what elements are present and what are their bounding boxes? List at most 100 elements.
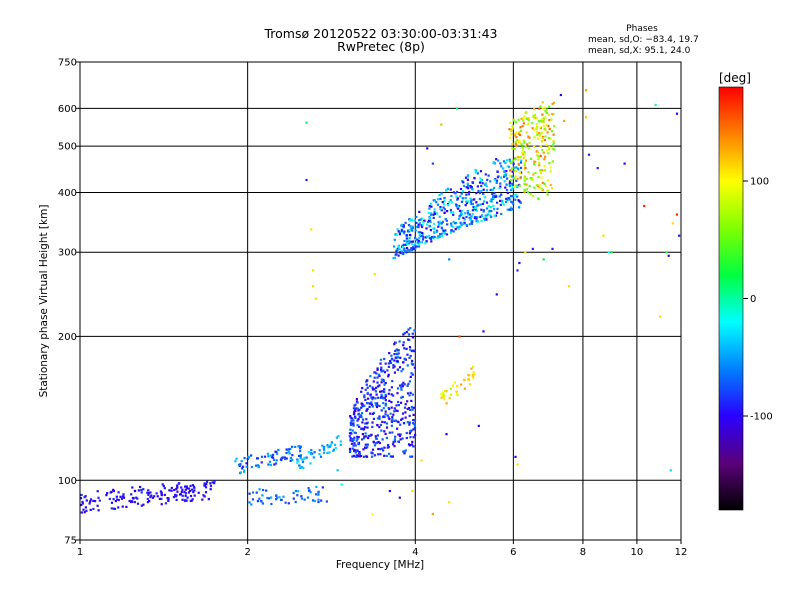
data-point [184,488,187,491]
data-point [521,146,524,149]
data-point [501,199,504,202]
data-point [544,110,547,113]
data-point [205,483,208,486]
data-point [430,212,433,215]
x-tick-label: 8 [580,547,586,558]
data-point [474,168,477,172]
y-tick-label: 750 [58,58,77,69]
data-point [408,380,411,383]
data-point [349,428,352,431]
data-point [472,377,475,380]
data-point [404,403,407,406]
data-point [467,187,470,190]
data-point [365,408,369,411]
data-point [425,235,429,238]
data-point [354,431,357,435]
data-point [523,163,526,167]
data-point [456,226,459,229]
data-point [503,180,506,183]
data-point [352,454,356,457]
data-point [392,413,395,416]
data-point [495,195,498,198]
data-point [332,448,336,451]
data-point [533,186,536,189]
data-point [291,445,294,448]
data-point [410,349,413,353]
data-point [469,185,472,188]
data-point [108,497,111,501]
data-point [83,496,86,499]
data-point [386,369,389,372]
data-point [356,407,359,410]
data-point [450,393,453,396]
y-tick-label: 500 [58,142,77,153]
data-point [489,188,492,191]
data-point [442,228,445,232]
data-point [551,102,554,106]
data-point [460,383,463,386]
data-point [437,225,440,228]
data-point [364,398,367,401]
data-point [167,499,170,502]
data-point [351,438,354,441]
data-point [456,393,459,397]
data-point [354,455,357,458]
data-point [353,411,356,414]
data-point [380,447,383,450]
data-point [420,225,424,228]
data-point [357,442,360,445]
data-point [409,408,412,411]
data-point [358,451,361,454]
data-point [399,384,402,387]
data-point [480,220,483,223]
data-point [457,217,461,220]
data-point [523,114,526,118]
data-point [431,235,434,239]
data-point [350,432,353,435]
data-point [191,488,194,491]
data-point [517,206,521,209]
data-point [502,160,506,163]
data-point [271,456,275,459]
data-point [475,219,478,223]
data-point [400,249,403,252]
data-point [262,488,265,492]
data-point [479,215,482,218]
data-point [659,315,662,318]
data-point [496,207,499,210]
data-point [403,332,406,335]
data-point [403,383,406,386]
data-point [548,148,551,151]
data-point [507,165,511,169]
data-point [397,400,400,404]
data-point [531,178,534,181]
data-point [213,480,216,483]
data-point [412,413,415,416]
data-point [312,269,315,272]
data-point [365,446,368,450]
data-point [348,432,352,435]
data-point [113,507,117,511]
data-point [366,391,369,395]
data-point [402,341,405,344]
data-point [266,496,269,500]
data-point [444,218,447,221]
data-point [402,450,405,453]
data-point [468,223,471,226]
data-point [461,180,464,183]
data-point [553,124,556,128]
data-point [248,501,251,504]
data-point [308,489,311,492]
data-point [567,285,571,288]
data-point [527,135,530,138]
data-point [456,198,459,201]
data-point [454,192,457,195]
data-point [357,455,360,458]
colorbar-tick-label: 100 [750,177,769,188]
data-point [369,375,372,378]
x-tick-label: 12 [675,547,688,558]
data-point [402,381,405,384]
data-point [403,230,406,233]
data-point [537,158,540,161]
data-point [517,163,520,166]
